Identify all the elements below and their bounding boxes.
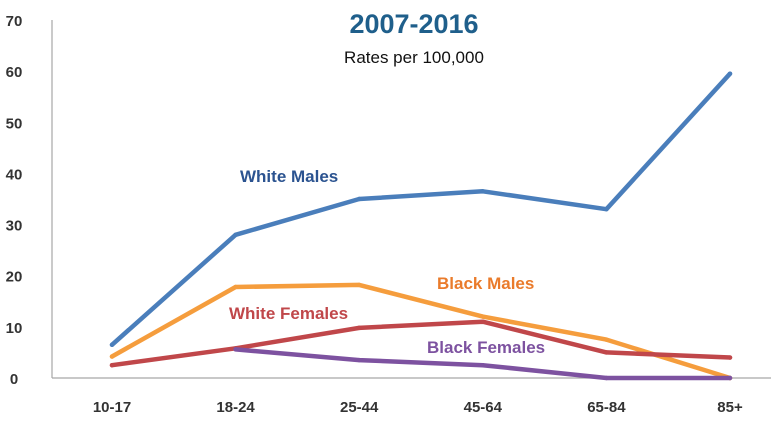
series-line-black-males — [109, 282, 733, 381]
data-point-white-males — [357, 196, 362, 202]
data-point-white-females — [604, 350, 609, 355]
data-point-white-females — [357, 325, 362, 331]
y-tick-label: 0 — [10, 371, 18, 388]
y-tick-label: 60 — [6, 64, 23, 81]
y-axis: 0 10 20 30 40 50 60 70 — [6, 13, 53, 388]
y-tick-label: 20 — [6, 269, 23, 286]
x-axis: 10-17 18-24 25-44 45-64 65-84 85+ — [52, 377, 771, 416]
x-tick-label: 45-64 — [464, 399, 503, 416]
x-tick-label: 25-44 — [340, 399, 379, 416]
data-point-white-females — [109, 363, 115, 368]
series-label-white-females: White Females — [229, 304, 348, 323]
chart-subtitle: Rates per 100,000 — [344, 48, 484, 67]
series-lines — [109, 71, 733, 381]
x-tick-label: 65-84 — [587, 399, 626, 416]
chart-title: 2007-2016 — [349, 9, 478, 39]
x-tick-label: 85+ — [717, 399, 743, 416]
data-point-white-males — [109, 342, 115, 347]
data-point-black-males — [109, 354, 115, 359]
y-tick-label: 50 — [6, 115, 23, 132]
data-point-white-males — [480, 189, 485, 194]
y-tick-label: 40 — [6, 166, 23, 183]
series-label-black-males: Black Males — [437, 274, 534, 293]
data-point-white-females — [727, 355, 733, 360]
data-point-black-females — [727, 375, 733, 381]
data-point-black-females — [357, 357, 362, 363]
y-tick-label: 10 — [6, 320, 23, 337]
y-tick-label: 30 — [6, 218, 23, 235]
series-line-white-females — [109, 319, 733, 368]
data-point-black-males — [233, 284, 238, 290]
data-point-white-males — [233, 232, 238, 237]
series-line-white-males — [109, 71, 733, 348]
data-point-white-males — [727, 71, 733, 76]
x-tick-label: 10-17 — [93, 399, 131, 416]
data-point-black-males — [480, 314, 485, 319]
series-label-white-males: White Males — [240, 167, 338, 186]
data-point-black-females — [233, 347, 238, 352]
data-point-black-males — [604, 337, 609, 342]
series-label-black-females: Black Females — [427, 338, 545, 357]
data-point-white-males — [604, 207, 609, 212]
data-point-black-males — [357, 282, 362, 288]
x-tick-label: 18-24 — [216, 399, 255, 416]
y-tick-label: 70 — [6, 13, 23, 30]
data-point-black-females — [604, 375, 609, 381]
data-point-white-females — [480, 319, 485, 324]
data-point-black-females — [480, 363, 485, 368]
